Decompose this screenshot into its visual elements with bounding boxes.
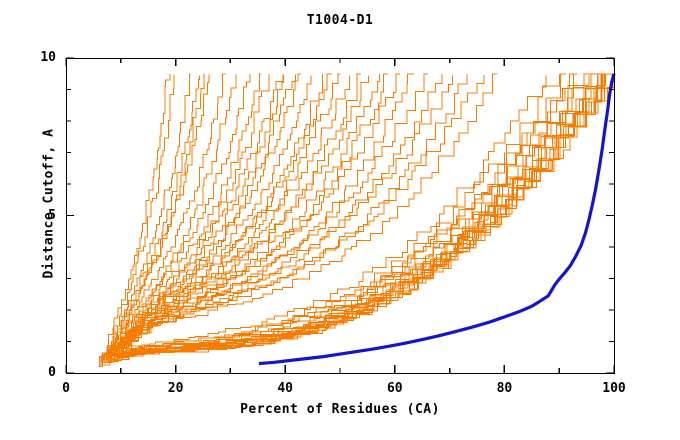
x-tick-label: 40: [277, 381, 294, 396]
model-curve: [108, 75, 370, 359]
model-curve: [104, 73, 560, 364]
x-tick-label: 80: [496, 381, 513, 396]
model-curve: [109, 75, 351, 358]
model-curve: [118, 74, 485, 352]
model-curve: [109, 73, 270, 358]
model-curve: [105, 73, 262, 361]
y-axis-label: Distance Cutoff, A: [41, 128, 57, 279]
model-curve: [103, 73, 205, 361]
model-curve: [126, 73, 498, 351]
y-tick-label: 5: [48, 207, 56, 223]
x-tick-label: 60: [386, 381, 403, 396]
model-curve: [100, 74, 175, 367]
model-curve: [107, 75, 547, 363]
model-curve: [98, 73, 171, 367]
model-curve: [118, 73, 389, 355]
highlight-curve: [258, 73, 616, 366]
y-tick-label: 0: [48, 365, 56, 380]
model-curve: [122, 74, 443, 353]
model-curve: [116, 73, 429, 355]
x-tick-label: 20: [167, 381, 184, 396]
x-axis-label: Percent of Residues (CA): [240, 402, 440, 417]
model-curve: [115, 75, 454, 356]
model-curve: [107, 75, 284, 361]
y-tick-label: 10: [40, 50, 56, 65]
x-tick-label: 0: [62, 381, 70, 396]
axes-layer: [65, 57, 616, 375]
model-curve: [121, 75, 615, 360]
model-curve: [105, 73, 226, 363]
model-curve: [107, 74, 237, 360]
page-title: T1004-D1: [306, 13, 374, 28]
x-tick-label: 100: [602, 381, 626, 396]
model-curve: [102, 73, 191, 363]
series-layer: [98, 73, 616, 367]
model-curve: [124, 73, 468, 352]
model-curve: [113, 73, 400, 360]
model-curve: [127, 73, 614, 356]
model-curve: [109, 73, 567, 360]
